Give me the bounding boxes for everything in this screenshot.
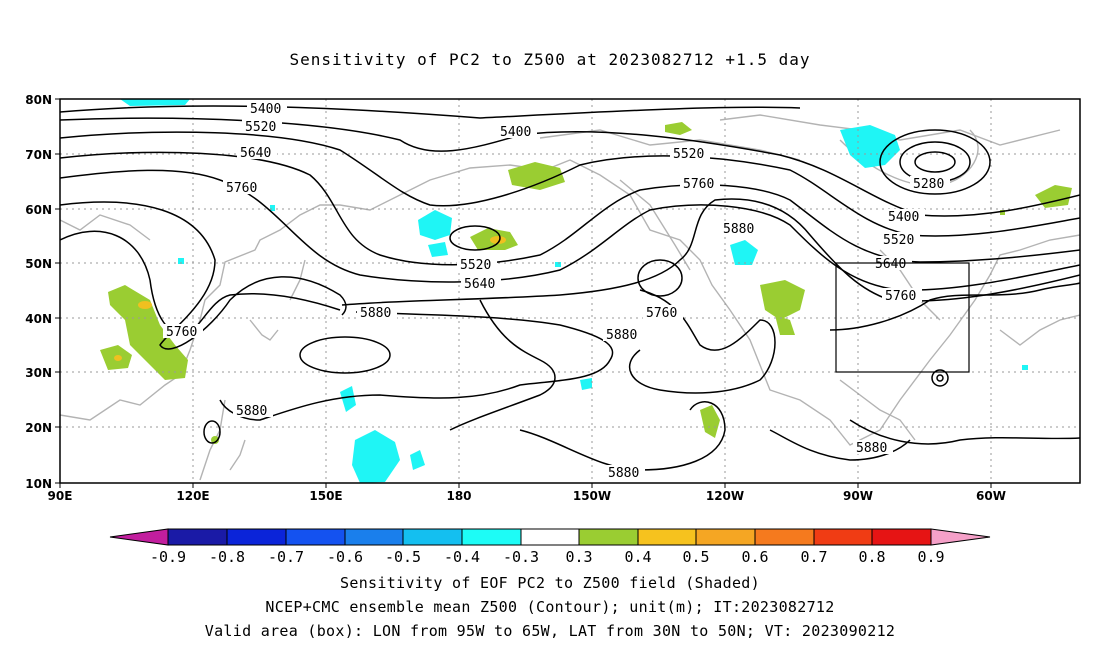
latitude-labels: 80N 70N 60N 50N 40N 30N 20N 10N — [25, 93, 52, 491]
colorbar-label: -0.7 — [268, 548, 304, 566]
contour-label-5520: 5520 — [883, 233, 914, 248]
colorbar-label: -0.8 — [209, 548, 245, 566]
colorbar-label: -0.4 — [444, 548, 480, 566]
colorbar-swatch — [285, 528, 346, 546]
colorbar-labels: -0.9 -0.8 -0.7 -0.6 -0.5 -0.4 -0.3 0.3 0… — [150, 548, 945, 566]
lon-label: 90W — [843, 489, 873, 503]
caption-line-2: NCEP+CMC ensemble mean Z500 (Contour); u… — [265, 598, 835, 616]
colorbar-right-arrow — [930, 528, 991, 546]
lat-label: 70N — [25, 148, 52, 162]
map-frame — [59, 98, 1081, 484]
contour-label-5760: 5760 — [683, 177, 714, 192]
contour-label-5640: 5640 — [464, 277, 495, 292]
contour-label-5760: 5760 — [885, 289, 916, 304]
contour-label-5520: 5520 — [245, 120, 276, 135]
page-title: Sensitivity of PC2 to Z500 at 2023082712… — [289, 50, 811, 69]
contour-label-5400: 5400 — [250, 102, 281, 117]
colorbar-label: 0.6 — [741, 548, 768, 566]
colorbar-swatch — [754, 528, 815, 546]
lon-label: 60W — [976, 489, 1006, 503]
contour-label-5760: 5760 — [226, 181, 257, 196]
contour-label-5880: 5880 — [723, 222, 754, 237]
colorbar-label: 0.8 — [858, 548, 885, 566]
contour-label-5520: 5520 — [673, 147, 704, 162]
colorbar-swatch — [578, 528, 639, 546]
colorbar-swatch — [520, 528, 580, 546]
lat-label: 50N — [25, 257, 52, 271]
contour-label-5640: 5640 — [875, 257, 906, 272]
colorbar-swatch — [695, 528, 756, 546]
colorbar-label: 0.5 — [682, 548, 709, 566]
contour-labels: 5400 5520 5640 5760 5400 5520 5760 5280 … — [163, 101, 950, 481]
colorbar-swatch — [461, 528, 522, 546]
contour-label-5400: 5400 — [500, 125, 531, 140]
lat-label: 80N — [25, 93, 52, 107]
lat-label: 60N — [25, 203, 52, 217]
colorbar-swatch — [344, 528, 404, 546]
lat-label: 40N — [25, 312, 52, 326]
caption-line-3: Valid area (box): LON from 95W to 65W, L… — [204, 622, 896, 640]
colorbar-swatch — [226, 528, 287, 546]
colorbar-label: 0.3 — [565, 548, 592, 566]
colorbar-label: -0.5 — [385, 548, 421, 566]
colorbar-swatch — [813, 528, 873, 546]
contour-label-5880: 5880 — [608, 466, 639, 481]
contour-label-5640: 5640 — [240, 146, 271, 161]
contour-label-5880: 5880 — [360, 306, 391, 321]
colorbar — [109, 528, 991, 546]
contour-label-5400: 5400 — [888, 210, 919, 225]
contour-label-5280: 5280 — [913, 177, 944, 192]
valid-area-box — [835, 262, 970, 373]
lon-label: 120W — [706, 489, 744, 503]
colorbar-label: 0.4 — [624, 548, 651, 566]
longitude-labels: 90E 120E 150E 180 150W 120W 90W 60W — [48, 489, 1006, 503]
tick-marks — [55, 98, 992, 488]
contour-label-5880: 5880 — [236, 404, 267, 419]
lon-label: 150E — [309, 489, 342, 503]
contour-label-5880: 5880 — [606, 328, 637, 343]
lat-label: 20N — [25, 421, 52, 435]
colorbar-label: -0.6 — [327, 548, 363, 566]
colorbar-swatch — [402, 528, 463, 546]
contour-label-5880: 5880 — [856, 441, 887, 456]
contour-label-5760: 5760 — [646, 306, 677, 321]
lon-label: 120E — [176, 489, 209, 503]
caption-line-1: Sensitivity of EOF PC2 to Z500 field (Sh… — [340, 574, 760, 592]
colorbar-label: 0.9 — [917, 548, 944, 566]
lat-label: 30N — [25, 366, 52, 380]
colorbar-label: 0.7 — [800, 548, 827, 566]
map-area — [60, 99, 1080, 483]
lon-label: 90E — [48, 489, 73, 503]
graticule — [60, 99, 1080, 483]
lon-label: 180 — [446, 489, 471, 503]
contour-label-5760: 5760 — [166, 325, 197, 340]
lon-label: 150W — [573, 489, 611, 503]
colorbar-left-arrow — [109, 528, 169, 546]
colorbar-label: -0.9 — [150, 548, 186, 566]
sensitivity-shading — [100, 99, 1072, 483]
colorbar-label: -0.3 — [503, 548, 539, 566]
lat-label: 10N — [25, 477, 52, 491]
colorbar-swatch — [637, 528, 697, 546]
colorbar-swatch — [167, 528, 228, 546]
colorbar-swatch — [871, 528, 932, 546]
contour-label-5520: 5520 — [460, 258, 491, 273]
